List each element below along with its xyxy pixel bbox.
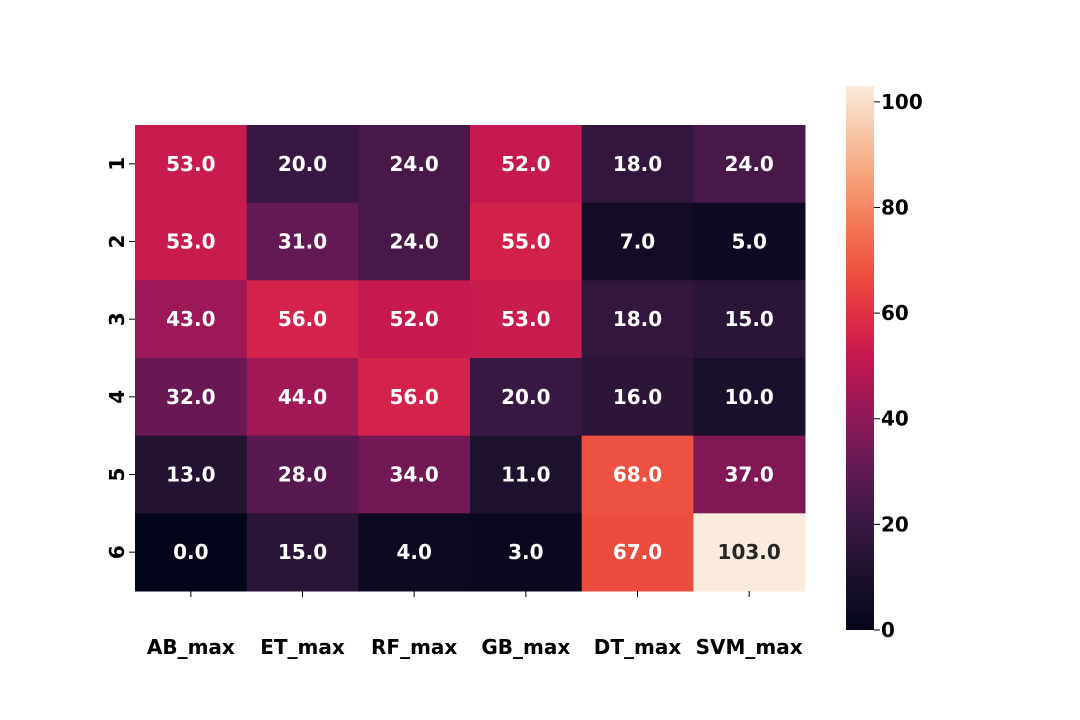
x-tick-label: ET_max (260, 635, 345, 659)
heatmap-cell (246, 358, 359, 437)
heatmap-cell (246, 125, 359, 204)
y-tick-label: 4 (105, 390, 129, 404)
y-tick-label: 1 (105, 157, 129, 171)
heatmap-cells (135, 125, 806, 592)
cell-value-label: 52.0 (389, 307, 438, 331)
cell-value-label: 52.0 (501, 152, 550, 176)
heatmap-cell (358, 513, 471, 592)
heatmap-cell (693, 125, 806, 204)
cell-value-label: 32.0 (166, 385, 215, 409)
heatmap-cell (135, 358, 248, 437)
cell-value-label: 18.0 (613, 307, 662, 331)
cell-value-label: 24.0 (389, 230, 438, 254)
heatmap-cell (693, 358, 806, 437)
heatmap-cell (470, 435, 583, 514)
heatmap-cell (581, 280, 694, 359)
x-tick-label: AB_max (147, 635, 235, 659)
cell-value-label: 31.0 (278, 230, 327, 254)
heatmap-cell (358, 358, 471, 437)
cell-value-label: 67.0 (613, 540, 662, 564)
heatmap-cell (135, 513, 248, 592)
heatmap-cell (470, 202, 583, 281)
heatmap-cell (470, 358, 583, 437)
cell-value-label: 53.0 (501, 307, 550, 331)
cell-value-label: 56.0 (278, 307, 327, 331)
cell-value-label: 103.0 (718, 540, 781, 564)
colorbar-tick-label: 40 (881, 407, 909, 431)
heatmap-cell (693, 513, 806, 592)
cell-value-label: 28.0 (278, 463, 327, 487)
cell-value-label: 16.0 (613, 385, 662, 409)
cell-value-label: 7.0 (620, 230, 655, 254)
heatmap-cell (470, 280, 583, 359)
heatmap-cell (581, 125, 694, 204)
y-tick-label: 3 (105, 312, 129, 326)
heatmap-cell (358, 435, 471, 514)
heatmap-cell (581, 358, 694, 437)
cell-value-label: 11.0 (501, 463, 550, 487)
heatmap-cell (581, 513, 694, 592)
cell-value-label: 20.0 (278, 152, 327, 176)
heatmap-cell (135, 435, 248, 514)
cell-value-label: 56.0 (389, 385, 438, 409)
heatmap-cell (135, 202, 248, 281)
cell-value-label: 55.0 (501, 230, 550, 254)
cell-value-label: 43.0 (166, 307, 215, 331)
cell-value-label: 13.0 (166, 463, 215, 487)
cell-value-label: 4.0 (396, 540, 431, 564)
colorbar (846, 86, 874, 630)
cell-value-label: 24.0 (724, 152, 773, 176)
cell-value-label: 5.0 (731, 230, 766, 254)
heatmap-cell (581, 435, 694, 514)
heatmap-cell (135, 125, 248, 204)
y-axis: 1 2 3 4 5 6 (105, 157, 135, 559)
cell-value-label: 44.0 (278, 385, 327, 409)
heatmap-cell (358, 202, 471, 281)
heatmap-cell (246, 280, 359, 359)
heatmap-cell (246, 202, 359, 281)
heatmap-cell-labels: 53.0 20.0 24.0 52.0 18.0 24.0 53.0 31.0 24.0 55.0… (166, 152, 781, 564)
heatmap-cell (135, 280, 248, 359)
cell-value-label: 68.0 (613, 463, 662, 487)
cell-value-label: 20.0 (501, 385, 550, 409)
cell-value-label: 24.0 (389, 152, 438, 176)
y-tick-label: 2 (105, 235, 129, 249)
y-tick-label: 5 (105, 468, 129, 482)
cell-value-label: 53.0 (166, 230, 215, 254)
x-tick-label: DT_max (594, 635, 682, 659)
cell-value-label: 10.0 (724, 385, 773, 409)
heatmap-cell (470, 125, 583, 204)
cell-value-label: 34.0 (389, 463, 438, 487)
colorbar-tick-label: 60 (881, 301, 909, 325)
cell-value-label: 53.0 (166, 152, 215, 176)
x-tick-label: GB_max (481, 635, 570, 659)
x-tick-label: SVM_max (696, 635, 803, 659)
cell-value-label: 15.0 (724, 307, 773, 331)
colorbar-ticks: 0 20 40 60 80 100 (874, 90, 923, 642)
colorbar-tick-label: 100 (881, 90, 923, 114)
y-tick-label: 6 (105, 545, 129, 559)
colorbar-tick-label: 80 (881, 195, 909, 219)
heatmap-cell (358, 280, 471, 359)
heatmap-cell (246, 513, 359, 592)
heatmap-cell (470, 513, 583, 592)
heatmap-cell (246, 435, 359, 514)
cell-value-label: 18.0 (613, 152, 662, 176)
cell-value-label: 3.0 (508, 540, 543, 564)
x-axis: AB_max ET_max RF_max GB_max DT_max SVM_max (147, 591, 803, 659)
cell-value-label: 15.0 (278, 540, 327, 564)
heatmap-cell (358, 125, 471, 204)
heatmap-cell (581, 202, 694, 281)
heatmap-cell (693, 202, 806, 281)
colorbar-gradient (846, 86, 874, 630)
cell-value-label: 37.0 (724, 463, 773, 487)
heatmap-cell (693, 435, 806, 514)
colorbar-tick-label: 0 (881, 618, 895, 642)
colorbar-tick-label: 20 (881, 512, 909, 536)
cell-value-label: 0.0 (173, 540, 208, 564)
heatmap-cell (693, 280, 806, 359)
x-tick-label: RF_max (371, 635, 457, 659)
